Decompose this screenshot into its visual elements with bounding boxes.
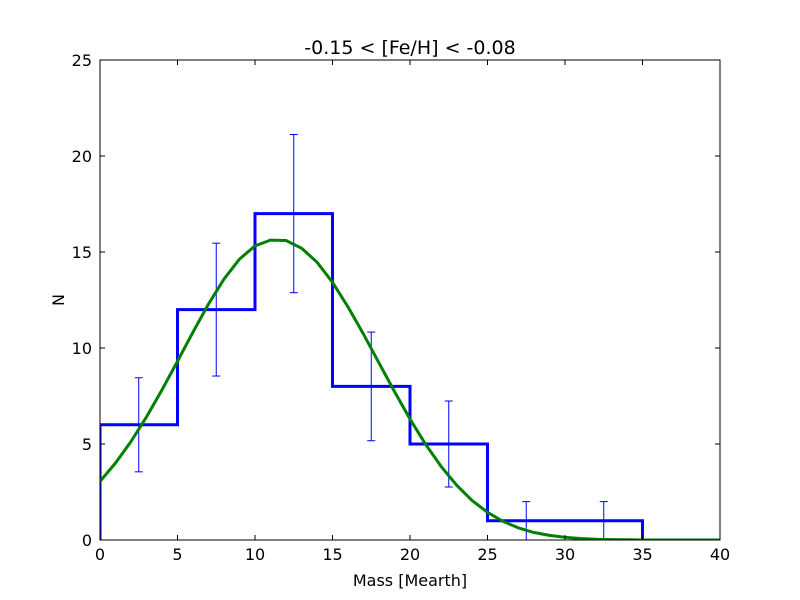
x-tick-label: 5 bbox=[172, 545, 182, 564]
x-tick-label: 0 bbox=[95, 545, 105, 564]
y-tick-label: 5 bbox=[82, 435, 92, 454]
x-tick-label: 20 bbox=[400, 545, 420, 564]
axes-frame bbox=[99, 59, 721, 541]
plot-area bbox=[100, 133, 720, 541]
y-axis-label: N bbox=[49, 294, 68, 306]
y-tick-label: 10 bbox=[72, 339, 92, 358]
x-tick-label: 10 bbox=[245, 545, 265, 564]
axis-ticks: 0 5 10 15 20 25 30 35 40 0 5 10 15 20 25 bbox=[72, 51, 731, 564]
x-axis-label: Mass [Mearth] bbox=[353, 571, 467, 590]
error-bar bbox=[444, 400, 453, 488]
x-tick-label: 15 bbox=[322, 545, 342, 564]
y-tick-label: 25 bbox=[72, 51, 92, 70]
y-tick-label: 0 bbox=[82, 531, 92, 550]
y-tick-label: 15 bbox=[72, 243, 92, 262]
error-bar bbox=[212, 242, 221, 377]
x-tick-label: 25 bbox=[477, 545, 497, 564]
x-tick-label: 30 bbox=[555, 545, 575, 564]
x-tick-label: 40 bbox=[710, 545, 730, 564]
error-bar bbox=[134, 377, 143, 473]
x-tick-label: 35 bbox=[632, 545, 652, 564]
histogram-step-line bbox=[100, 212, 720, 540]
y-tick-label: 20 bbox=[72, 147, 92, 166]
chart-title: -0.15 < [Fe/H] < -0.08 bbox=[304, 37, 515, 59]
error-bar bbox=[289, 133, 298, 294]
